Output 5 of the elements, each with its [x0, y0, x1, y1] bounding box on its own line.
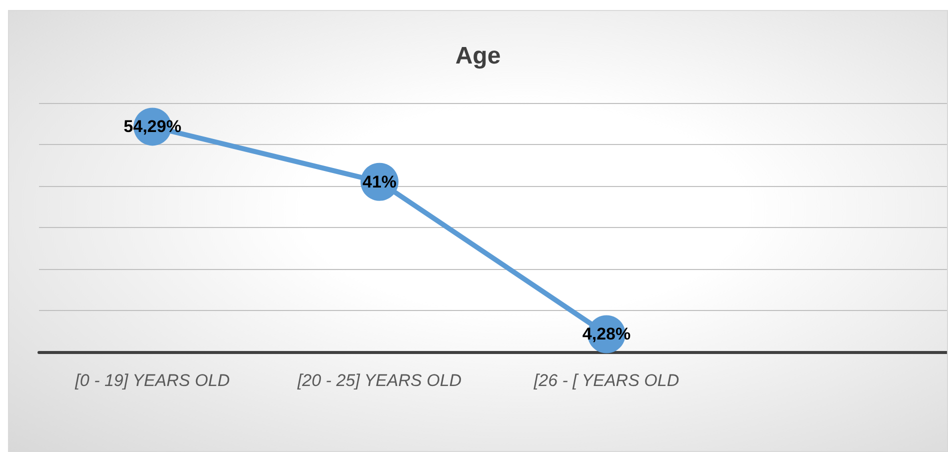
x-tick-label: [0 - 19] YEARS OLD	[74, 371, 230, 390]
data-label: 41%	[362, 172, 397, 192]
chart-title: Age	[455, 42, 501, 70]
x-tick-label: [26 - [ YEARS OLD	[532, 371, 680, 390]
x-tick-label: [20 - 25] YEARS OLD	[296, 371, 462, 390]
